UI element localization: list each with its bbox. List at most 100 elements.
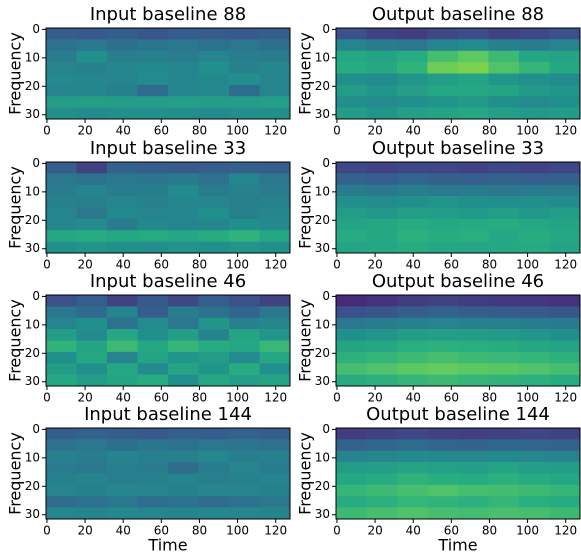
heatmap-cell <box>397 28 428 40</box>
heatmap-cell <box>488 184 520 197</box>
heatmap-cell <box>198 374 230 387</box>
heatmap-cell <box>76 428 108 440</box>
heatmap-cell <box>229 317 260 330</box>
heatmap-cell <box>458 218 489 231</box>
heatmap-cell <box>366 50 398 63</box>
heatmap-cell <box>519 184 550 197</box>
heatmap-cell <box>336 73 367 86</box>
heatmap-cell <box>107 439 138 452</box>
heatmap-cell <box>229 439 260 452</box>
heatmap-cell <box>336 96 367 108</box>
heatmap-cell <box>76 62 108 74</box>
x-tick-label: 0 <box>333 258 341 272</box>
heatmap-cell <box>198 450 230 463</box>
heatmap-cell <box>397 374 428 387</box>
x-tick-label: 0 <box>43 124 51 138</box>
heatmap-cell <box>168 173 199 186</box>
heatmap-cell <box>229 351 260 364</box>
heatmap-cell <box>198 428 230 440</box>
heatmap-cell <box>397 428 428 440</box>
heatmap-cell <box>366 241 398 254</box>
heatmap-cell <box>229 73 260 86</box>
heatmap-cell <box>427 484 459 497</box>
heatmap-cell <box>336 329 367 341</box>
y-tick-label: 20 <box>25 213 40 227</box>
heatmap-cell <box>198 363 230 375</box>
heatmap-cell <box>519 207 550 220</box>
heatmap-cell <box>549 162 581 174</box>
heatmap-cell <box>366 496 398 508</box>
heatmap-cell <box>259 295 291 307</box>
heatmap-cell <box>458 62 489 74</box>
heatmap-cell <box>427 184 459 197</box>
heatmap-cell <box>46 484 77 497</box>
heatmap-cell <box>488 96 520 108</box>
heatmap-cell <box>46 218 77 231</box>
y-tick-label: 10 <box>315 184 330 198</box>
y-tick-label: 20 <box>315 213 330 227</box>
heatmap-cell <box>137 351 169 364</box>
heatmap-cell <box>519 450 550 463</box>
heatmap-cell <box>107 39 138 52</box>
heatmap-cell <box>46 162 77 174</box>
heatmap-cell <box>458 306 489 319</box>
heatmap-cell <box>76 96 108 108</box>
heatmap-cell <box>107 295 138 307</box>
heatmap-cell <box>137 62 169 74</box>
heatmap-cell <box>519 484 550 497</box>
y-axis-label: Frequency <box>296 432 315 515</box>
heatmap-cell <box>519 363 550 375</box>
heatmap-cell <box>488 50 520 63</box>
heatmap-cell <box>46 230 77 242</box>
heatmap-cell <box>259 439 291 452</box>
heatmap-cell <box>107 507 138 520</box>
x-tick-label: 100 <box>226 124 249 138</box>
heatmap-cell <box>366 450 398 463</box>
heatmap-cell <box>336 351 367 364</box>
heatmap-cell <box>198 317 230 330</box>
heatmap-cell <box>107 184 138 197</box>
heatmap-cell <box>366 473 398 486</box>
heatmap-cell <box>427 340 459 353</box>
heatmap-cell <box>488 340 520 353</box>
x-tick-label: 100 <box>516 391 539 405</box>
heatmap-cell <box>458 96 489 108</box>
y-tick-label: 30 <box>25 241 40 255</box>
y-tick-label: 30 <box>315 507 330 521</box>
heatmap-cell <box>336 340 367 353</box>
heatmap-cell <box>427 496 459 508</box>
x-tick-label: 20 <box>367 124 382 138</box>
heatmap-cell <box>107 496 138 508</box>
heatmap-cell <box>549 50 581 63</box>
heatmap-cell <box>458 329 489 341</box>
heatmap-cell <box>229 374 260 387</box>
heatmap-cell <box>458 496 489 508</box>
x-tick-label: 20 <box>77 391 92 405</box>
heatmap-cell <box>458 462 489 474</box>
heatmap-cell <box>168 496 199 508</box>
heatmap-cell <box>397 450 428 463</box>
heatmap-cell <box>336 450 367 463</box>
heatmap-cell <box>458 351 489 364</box>
heatmap-cell <box>107 196 138 208</box>
y-tick-label: 10 <box>25 450 40 464</box>
heatmap-cell <box>168 184 199 197</box>
heatmap-cell <box>427 207 459 220</box>
heatmap-cell <box>549 507 581 520</box>
heatmap-cell <box>458 241 489 254</box>
y-tick-label: 20 <box>315 346 330 360</box>
heatmap-cell <box>259 340 291 353</box>
heatmap-cell <box>76 462 108 474</box>
heatmap-cell <box>198 50 230 63</box>
heatmap-cell <box>458 428 489 440</box>
heatmap-cell <box>137 484 169 497</box>
heatmap-cell <box>198 496 230 508</box>
y-tick-label: 30 <box>25 107 40 121</box>
heatmap-cell <box>137 507 169 520</box>
panel-title: Output baseline 33 <box>372 138 544 159</box>
x-tick-label: 20 <box>367 391 382 405</box>
heatmap-cell <box>76 162 108 174</box>
heatmap-cell <box>76 295 108 307</box>
heatmap-cell <box>137 84 169 97</box>
heatmap-cell <box>336 50 367 63</box>
